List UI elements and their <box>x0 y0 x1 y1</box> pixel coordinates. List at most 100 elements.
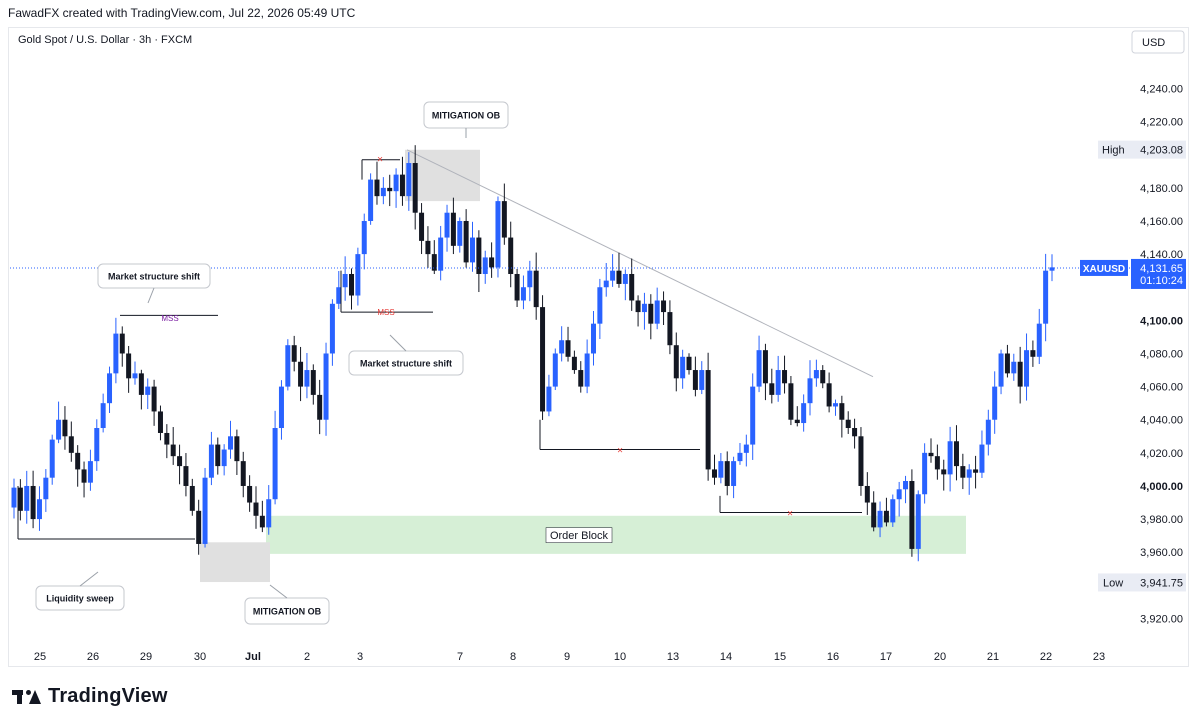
candle-up <box>546 386 552 412</box>
candle-down <box>661 300 667 313</box>
candle-down <box>450 212 456 246</box>
price-tag-value: 4,131.65 <box>1140 263 1183 275</box>
callout-market-structure-shift-mid: Market structure shift <box>348 334 464 376</box>
candle-down <box>30 485 36 520</box>
candle-down <box>769 383 775 395</box>
candle-up <box>699 370 705 390</box>
candle-down <box>196 510 202 544</box>
mss-label-mid: MSS <box>377 308 394 317</box>
candle-up <box>610 270 616 281</box>
low-value: 3,941.75 <box>1140 577 1183 589</box>
candle-up <box>998 353 1004 387</box>
chart-attribution: FawadFX created with TradingView.com, Ju… <box>8 6 356 20</box>
candle-up <box>654 300 660 324</box>
candle-up <box>877 510 883 528</box>
candle-down <box>151 386 157 412</box>
candle-up <box>896 489 902 500</box>
candle-up <box>323 353 329 420</box>
candle-up <box>285 345 291 387</box>
candle-down <box>973 469 979 473</box>
symbol-title[interactable]: Gold Spot / U.S. Dollar · 3h · FXCM <box>18 34 193 46</box>
y-tick-label: 4,100.00 <box>1140 315 1183 327</box>
y-tick-label: 4,160.00 <box>1140 216 1183 228</box>
y-tick-label: 4,140.00 <box>1140 249 1183 261</box>
candle-down <box>953 441 959 467</box>
x-tick-label: 21 <box>987 651 999 663</box>
candle-down <box>419 212 425 241</box>
x-tick-label: 16 <box>827 651 839 663</box>
candle-up <box>718 461 724 478</box>
mss-label-left: MSS <box>161 314 178 323</box>
candle-up <box>903 481 909 490</box>
candle-up <box>49 439 55 478</box>
candle-down <box>909 481 915 549</box>
candle-up <box>100 403 106 429</box>
candle-down <box>852 428 858 437</box>
x-tick-label: 13 <box>667 651 679 663</box>
candle-down <box>215 444 221 467</box>
high-label-bg <box>1098 140 1132 159</box>
candle-down <box>839 403 845 420</box>
candle-down <box>81 469 87 483</box>
x-tick-label: 26 <box>87 651 99 663</box>
callout-liquidity-sweep-text: Liquidity sweep <box>46 594 114 604</box>
candle-up <box>278 386 284 429</box>
candle-down <box>565 340 571 357</box>
candle-down <box>489 257 495 268</box>
y-tick-label: 3,920.00 <box>1140 613 1183 625</box>
y-tick-label: 4,040.00 <box>1140 415 1183 427</box>
x-tick-label: Jul <box>245 651 261 663</box>
x-tick-label: 25 <box>34 651 46 663</box>
tradingview-logo[interactable]: TradingView <box>12 685 168 708</box>
candle-down <box>387 187 393 192</box>
candle-down <box>183 466 189 486</box>
candle-up <box>266 499 272 528</box>
candle-down <box>1017 361 1023 387</box>
y-tick-label: 3,980.00 <box>1140 514 1183 526</box>
x-tick-label: 23 <box>1093 651 1105 663</box>
candle-down <box>711 469 717 478</box>
candle-down <box>673 345 679 379</box>
candle-down <box>259 515 265 528</box>
symbol-tag-bg <box>1080 259 1128 276</box>
x-tick-label: 9 <box>564 651 570 663</box>
callout-market-structure-shift-mid-tail <box>389 334 407 352</box>
candle-down <box>476 237 482 274</box>
candle-up <box>584 353 590 387</box>
candle-down <box>578 370 584 387</box>
candle-up <box>756 350 762 387</box>
candle-up <box>444 212 450 238</box>
candle-up <box>94 428 100 462</box>
y-tick-label: 3,960.00 <box>1140 547 1183 559</box>
candle-up <box>43 477 49 500</box>
candle-up <box>56 419 62 440</box>
x-tick-label: 8 <box>510 651 516 663</box>
y-tick-label: 4,080.00 <box>1140 348 1183 360</box>
candle-up <box>336 287 342 304</box>
y-tick-label: 4,220.00 <box>1140 117 1183 129</box>
candle-up <box>979 444 985 473</box>
candle-up <box>801 403 807 424</box>
candle-down <box>501 201 507 238</box>
candle-up <box>145 386 151 395</box>
candle-up <box>36 499 42 520</box>
candle-down <box>68 436 74 453</box>
candle-up <box>342 273 348 288</box>
y-tick-label: 4,060.00 <box>1140 382 1183 394</box>
candle-up <box>228 436 234 450</box>
candle-down <box>934 456 940 470</box>
candle-up <box>1024 350 1030 387</box>
candle-up <box>329 303 335 354</box>
candle-up <box>113 333 119 374</box>
candle-down <box>62 419 68 437</box>
cross-marker-high: × <box>377 155 383 166</box>
x-tick-label: 3 <box>357 651 363 663</box>
candle-down <box>1030 350 1036 357</box>
callout-market-structure-shift-left-tail <box>147 287 155 304</box>
callout-mitigation-ob-bottom: MITIGATION OB <box>244 584 330 625</box>
candle-down <box>164 432 170 445</box>
candle-up <box>1049 267 1055 271</box>
y-tick-label: 4,020.00 <box>1140 448 1183 460</box>
cross-marker-low-2: × <box>787 508 793 519</box>
